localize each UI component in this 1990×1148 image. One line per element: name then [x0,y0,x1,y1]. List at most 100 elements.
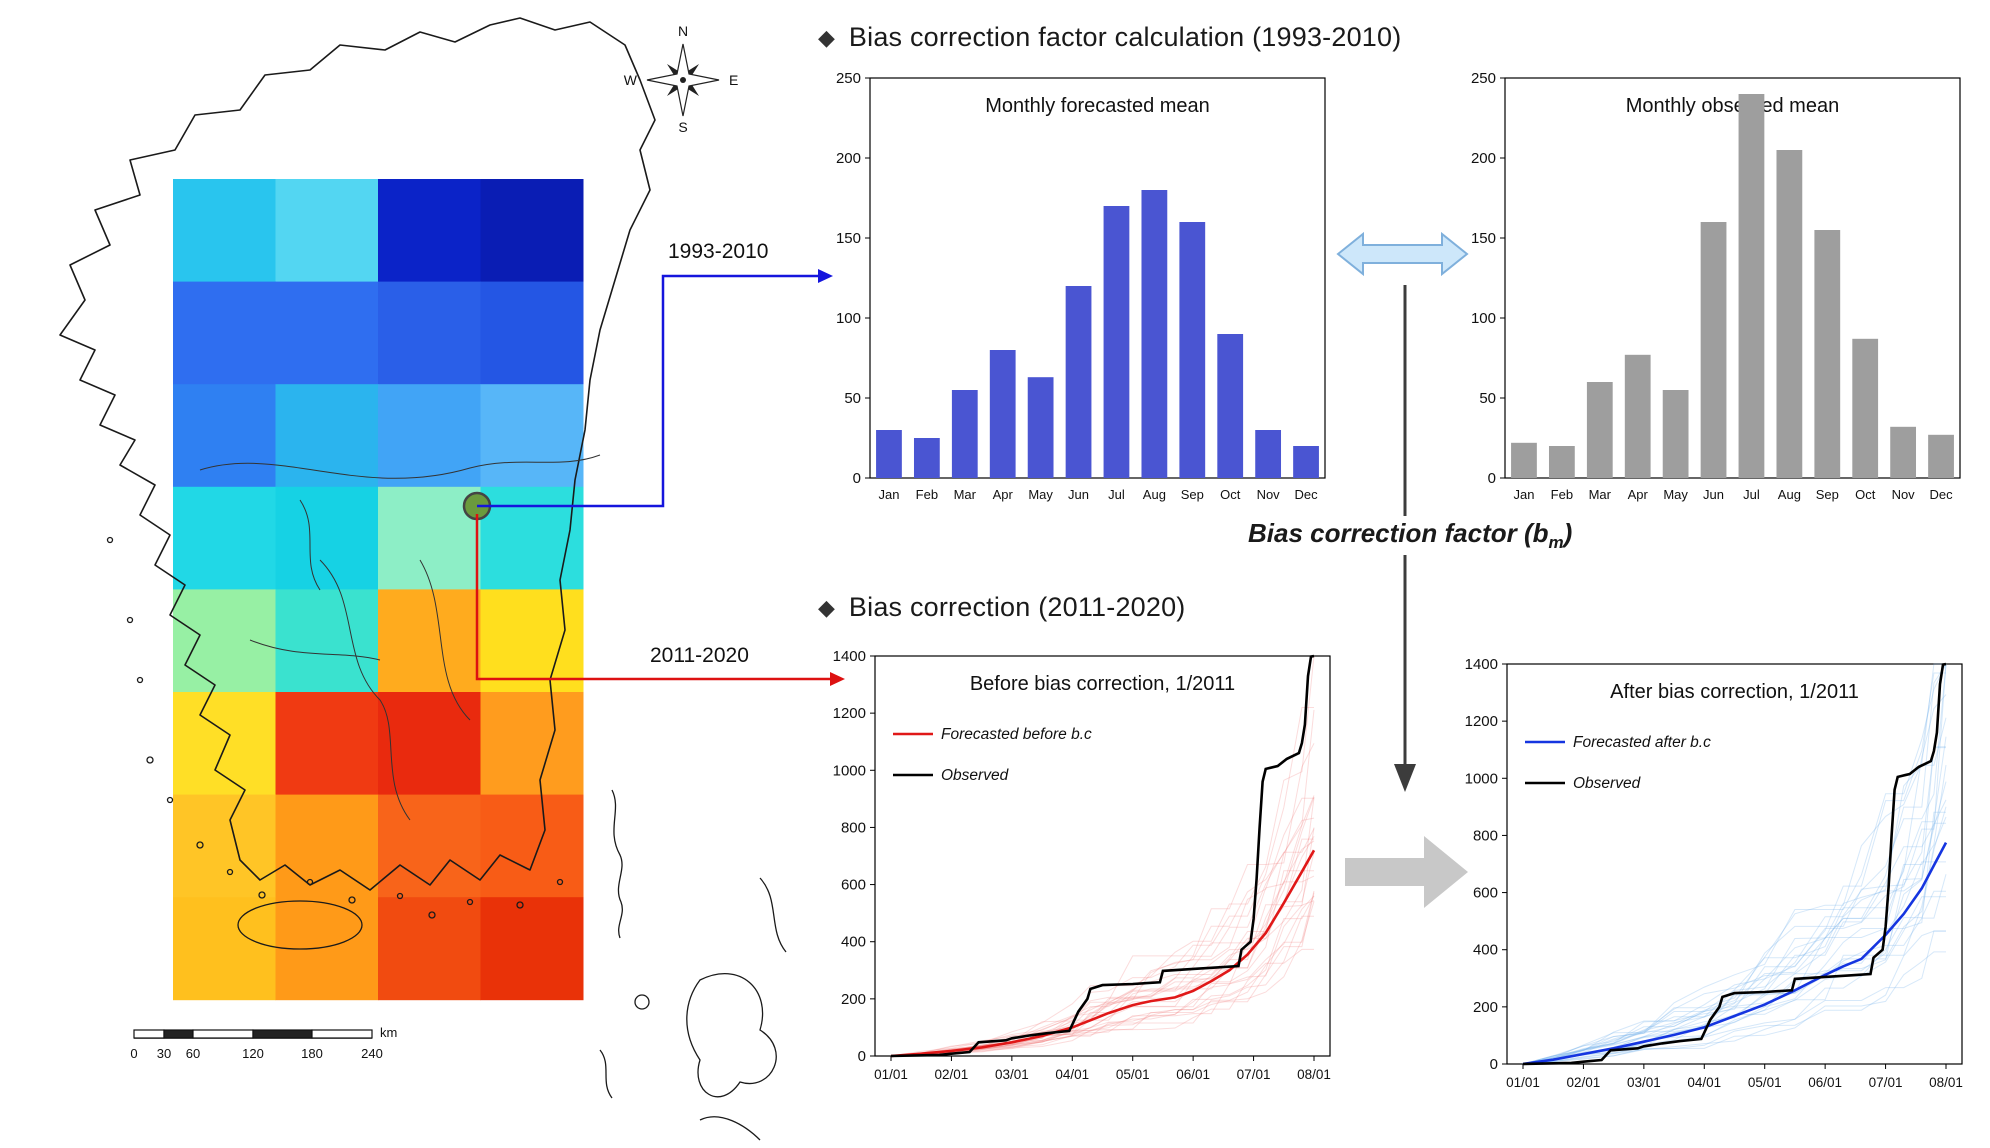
ensemble-line [1522,663,1947,1065]
x-tick-label: 02/01 [1567,1075,1601,1090]
x-tick-label: Oct [1220,487,1241,502]
series-line [1522,841,1948,1066]
x-tick-label: Dec [1929,487,1953,502]
observed-bar-svg: 0 50 100 150 200 250 Monthly observed mean Jan F… [1471,70,1961,502]
before-line-svg: 0 200 400 600 800 1000 1200 1400 Before bias cor… [833,648,1331,1082]
period-label-2011-2020: 2011-2020 [650,644,749,667]
ensemble-line [890,900,1315,1057]
x-tick-label: 06/01 [1176,1067,1210,1082]
x-tick-label: 07/01 [1237,1067,1271,1082]
y-tick-label: 0 [858,1048,866,1065]
y-tick-label: 600 [1473,885,1498,902]
bar [876,430,902,478]
ensemble-line [890,901,1315,1057]
x-tick-label: Jun [1068,487,1089,502]
y-tick-label: 150 [1471,230,1496,247]
chart-title: Before bias correction, 1/2011 [970,673,1235,695]
grid-cell [173,897,276,1001]
ensemble-line [1522,663,1946,1065]
bar [1103,206,1130,478]
grid-cell [480,897,584,1001]
x-tick-label: 01/01 [1506,1075,1540,1090]
bar [1141,190,1168,478]
y-tick-label: 1000 [1465,770,1498,787]
x-tick-label: Jul [1108,487,1125,502]
compass-w-label: W [624,72,638,88]
jeju-island [237,900,363,950]
after-line-svg: 0 200 400 600 800 1000 1200 1400 After bias corr… [1465,656,1963,1090]
y-tick-label: 400 [1473,942,1498,959]
grid-cell [480,179,584,282]
ensemble-line [1522,896,1946,1065]
series-line [1522,662,1947,1066]
ensemble-line [890,875,1315,1057]
section2-title: Bias correction (2011-2020) [848,592,1186,622]
bar [1662,390,1689,478]
ensemble-line [890,795,1315,1057]
legend-label: Observed [1573,775,1642,792]
scale-label-240: 240 [361,1046,383,1061]
ensemble-line [1522,717,1947,1065]
ensemble-line [890,797,1314,1057]
grid-cell [173,794,276,898]
bar [989,350,1016,478]
grid-cell [173,486,276,590]
legend-label: Observed [941,767,1010,784]
x-tick-label: 07/01 [1869,1075,1903,1090]
x-tick-label: 05/01 [1116,1067,1150,1082]
ensemble-line [890,915,1314,1057]
forecast-bar-chart: 0 50 100 150 200 250 Monthly forecasted mean Ja… [825,60,1335,545]
x-tick-label: 08/01 [1929,1075,1963,1090]
x-tick-label: Nov [1257,487,1281,502]
bar [1852,338,1879,478]
compass-e-label: E [729,72,738,88]
y-tick-label: 50 [844,390,861,407]
ensemble-line [1522,930,1946,1065]
ensemble-line [1522,747,1946,1065]
y-tick-label: 250 [836,70,861,87]
climate-grid [173,179,584,1001]
grid-cell [275,384,379,488]
x-tick-label: May [1028,487,1053,502]
ensemble-line [890,895,1315,1057]
grid-cell [480,589,584,693]
bias-label-suffix: ) [1563,518,1573,548]
bias-correction-factor-label: Bias correction factor (bm) [1238,516,1583,556]
grid-cell [275,794,379,898]
grid-cell [480,794,584,898]
x-tick-label: 03/01 [1627,1075,1661,1090]
chart-title: After bias correction, 1/2011 [1610,681,1859,703]
grid-cell [378,384,481,488]
y-tick-label: 100 [1471,310,1496,327]
bar [1776,150,1803,478]
bar [1548,446,1575,478]
ensemble-line [890,655,1315,1057]
grid-cell [275,589,379,693]
grid-cell [378,794,481,898]
x-tick-label: Feb [1551,487,1573,502]
y-tick-label: 1400 [1465,656,1498,673]
grid-cell [275,179,379,282]
x-tick-label: Jul [1743,487,1760,502]
scale-label-30: 30 [157,1046,171,1061]
x-tick-label: Oct [1855,487,1876,502]
ensemble-line [1522,663,1947,1065]
grid-cell [173,589,276,693]
bar [1217,334,1244,478]
ensemble-line [1522,672,1946,1065]
grid-cell [275,692,379,795]
x-tick-label: Apr [1628,487,1649,502]
diamond-bullet-icon: ◆ [818,24,835,50]
ensemble-line [890,796,1315,1057]
ensemble-line [890,797,1315,1057]
ensemble-line [1522,694,1947,1065]
y-tick-label: 1200 [1465,713,1498,730]
bar [1928,434,1954,478]
before-correction-line-chart: 0 200 400 600 800 1000 1200 1400 Before bias cor… [830,638,1340,1123]
x-tick-label: Jun [1703,487,1724,502]
x-tick-label: Sep [1816,487,1839,502]
ensemble-line [1522,663,1947,1065]
islands [106,536,564,950]
scale-label-180: 180 [301,1046,323,1061]
scale-unit-label: km [380,1025,397,1040]
